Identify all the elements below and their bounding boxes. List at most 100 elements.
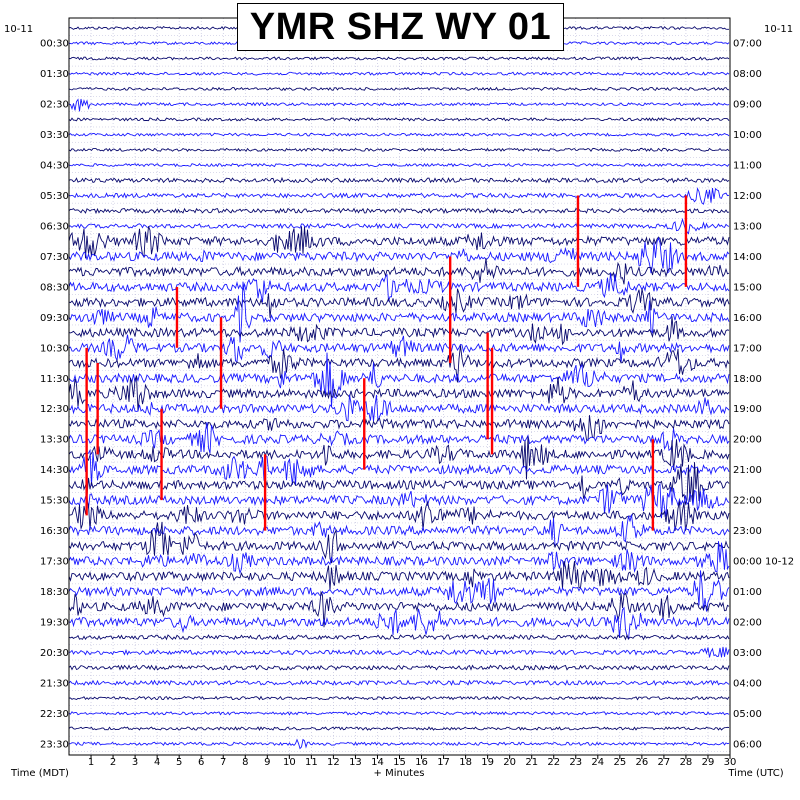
seismic-trace-row xyxy=(68,664,730,671)
seismic-trace-row xyxy=(68,560,730,591)
seismic-trace-row xyxy=(68,695,730,701)
right-time-label: 02:00 xyxy=(733,617,762,628)
left-time-label: 10:30 xyxy=(40,343,69,354)
x-tick-label: 21 xyxy=(525,757,538,768)
left-time-label: 23:30 xyxy=(40,739,69,750)
left-time-label: 15:30 xyxy=(40,496,69,507)
seismic-trace-row xyxy=(68,482,730,519)
left-time-label: 21:30 xyxy=(40,678,69,689)
x-tick-label: 25 xyxy=(613,757,626,768)
x-tick-label: 19 xyxy=(481,757,494,768)
seismic-trace-row xyxy=(68,345,730,383)
right-time-label: 21:00 xyxy=(733,465,762,476)
seismic-trace-row xyxy=(68,236,730,274)
x-tick-label: 27 xyxy=(658,757,671,768)
right-date-label: 10-11 xyxy=(764,24,793,35)
seismic-trace-row xyxy=(68,570,730,612)
left-time-label: 03:30 xyxy=(40,130,69,141)
left-time-label: 08:30 xyxy=(40,282,69,293)
seismic-trace-row xyxy=(68,217,730,235)
right-time-label: 20:00 xyxy=(733,435,762,446)
seismic-trace-row xyxy=(68,462,730,506)
x-tick-label: 8 xyxy=(242,757,248,768)
right-time-label: 09:00 xyxy=(733,100,762,111)
seismic-trace-row xyxy=(68,207,730,215)
right-time-label: 18:00 xyxy=(733,374,762,385)
plot-frame xyxy=(68,17,731,756)
left-time-label: 16:30 xyxy=(40,526,69,537)
x-tick-label: 28 xyxy=(680,757,693,768)
seismic-trace-row xyxy=(68,281,730,343)
x-tick-label: 9 xyxy=(264,757,270,768)
left-time-label: 11:30 xyxy=(40,374,69,385)
right-time-label: 15:00 xyxy=(733,282,762,293)
seismic-trace-row xyxy=(68,86,730,92)
x-tick-label: 7 xyxy=(220,757,226,768)
x-tick-label: 30 xyxy=(724,757,737,768)
left-date-label: 10-11 xyxy=(4,24,33,35)
right-time-label: 00:00 10-12 xyxy=(733,557,794,568)
seismic-trace-row xyxy=(68,316,730,346)
station-title: YMR SHZ WY 01 xyxy=(249,5,552,48)
seismic-trace-row xyxy=(68,679,730,687)
seismic-trace-row xyxy=(68,226,730,259)
right-time-label: 10:00 xyxy=(733,130,762,141)
x-tick-label: 26 xyxy=(635,757,648,768)
x-tick-label: 12 xyxy=(327,757,340,768)
x-tick-label: 17 xyxy=(437,757,450,768)
seismic-trace-row xyxy=(68,738,730,750)
x-tick-label: 3 xyxy=(132,757,138,768)
seismic-trace-row xyxy=(68,500,730,531)
right-time-label: 12:00 xyxy=(733,191,762,202)
seismic-trace-row xyxy=(68,448,730,486)
right-time-label: 06:00 xyxy=(733,739,762,750)
right-time-label: 19:00 xyxy=(733,404,762,415)
x-tick-label: 24 xyxy=(591,757,604,768)
seismic-trace-row xyxy=(68,147,730,153)
right-time-label: 23:00 xyxy=(733,526,762,537)
seismic-trace-row xyxy=(68,541,730,575)
right-time-label: 05:00 xyxy=(733,709,762,720)
seismic-trace-row xyxy=(68,162,730,168)
seismic-trace-row xyxy=(68,394,730,422)
right-time-label: 03:00 xyxy=(733,648,762,659)
seismic-trace-row xyxy=(68,422,730,454)
x-tick-label: 16 xyxy=(415,757,428,768)
x-tick-label: 13 xyxy=(349,757,362,768)
axis-ticks: 1 2 3 4 5 6 7 8 9 10 11 12 13 14 15 16 17 18 19 20 21 22 23 24 2… xyxy=(40,39,794,768)
grid-lines xyxy=(69,18,730,755)
left-time-label: 00:30 xyxy=(40,39,69,50)
x-tick-label: 18 xyxy=(459,757,472,768)
right-time-label: 16:00 xyxy=(733,313,762,324)
x-tick-label: 10 xyxy=(283,757,296,768)
seismic-trace-row xyxy=(68,590,730,628)
left-time-label: 07:30 xyxy=(40,252,69,263)
x-tick-label: 5 xyxy=(176,757,182,768)
right-time-label: 22:00 xyxy=(733,496,762,507)
right-time-label: 07:00 xyxy=(733,39,762,50)
seismic-trace-row xyxy=(68,415,730,442)
seismic-trace-row xyxy=(68,606,730,640)
left-time-label: 05:30 xyxy=(40,191,69,202)
x-tick-label: 29 xyxy=(702,757,715,768)
left-axis-title: Time (MDT) xyxy=(10,768,69,779)
right-time-label: 17:00 xyxy=(733,343,762,354)
x-tick-label: 2 xyxy=(110,757,116,768)
x-tick-label: 20 xyxy=(503,757,516,768)
left-time-label: 22:30 xyxy=(40,709,69,720)
station-title-box: YMR SHZ WY 01 xyxy=(237,3,564,51)
x-tick-label: 23 xyxy=(569,757,582,768)
seismic-trace-row xyxy=(68,521,730,564)
left-time-label: 04:30 xyxy=(40,161,69,172)
seismic-trace-row xyxy=(68,288,730,318)
seismic-traces xyxy=(68,25,730,750)
seismic-trace-row xyxy=(68,352,730,408)
right-time-label: 14:00 xyxy=(733,252,762,263)
left-time-label: 17:30 xyxy=(40,557,69,568)
left-time-label: 19:30 xyxy=(40,617,69,628)
x-tick-label: 11 xyxy=(305,757,318,768)
seismic-trace-row xyxy=(68,334,730,364)
right-time-label: 08:00 xyxy=(733,69,762,80)
x-tick-label: 4 xyxy=(154,757,160,768)
